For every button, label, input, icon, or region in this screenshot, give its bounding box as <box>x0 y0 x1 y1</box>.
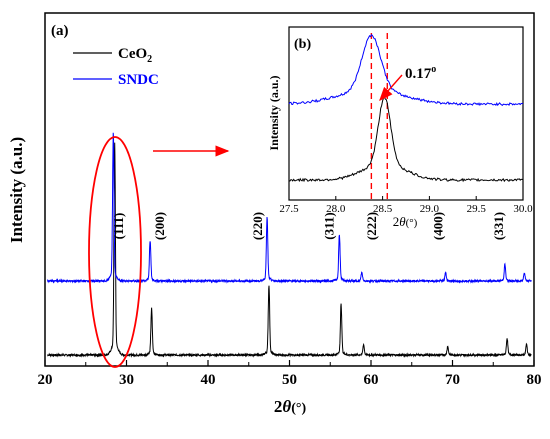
peak-label: (222) <box>364 212 379 240</box>
main-x-axis: 20 30 40 50 60 70 80 <box>38 360 542 388</box>
inset-y-axis-title: Intensity (a.u.) <box>267 75 281 150</box>
peak-label: (111) <box>111 213 126 240</box>
peak-label: (220) <box>250 212 265 240</box>
panel-a-label: (a) <box>51 23 69 39</box>
series-line-sndc <box>46 132 532 284</box>
peak-labels-group: (111) (200) (220) (311) (222) (400) (331) <box>111 212 506 240</box>
inset-x-tick-label: 27.5 <box>279 203 299 215</box>
inset-series-line-sndc <box>288 33 524 107</box>
x-tick-label: 40 <box>201 372 216 388</box>
inset-dashed-lines <box>370 33 388 200</box>
main-y-axis-title: Intensity (a.u.) <box>7 137 26 243</box>
inset-plot-frame <box>288 26 524 201</box>
x-tick-label: 60 <box>364 372 379 388</box>
peak-label: (311) <box>322 212 337 239</box>
legend: CeO2 SNDC <box>73 46 159 88</box>
panel-b-label: (b) <box>294 37 311 52</box>
peak-label: (200) <box>152 212 167 240</box>
x-tick-label: 80 <box>527 372 542 388</box>
highlight-ellipse <box>88 136 142 368</box>
legend-sndc-label: SNDC <box>118 72 159 88</box>
inset-annotation-label: 0.17o <box>405 64 436 82</box>
peak-label: (400) <box>431 212 446 240</box>
inset-series-group <box>288 33 524 183</box>
legend-ceo2-label: CeO2 <box>118 46 152 65</box>
inset-annotation-arrow <box>379 74 403 102</box>
x-tick-label: 70 <box>445 372 460 388</box>
inset-x-tick-label: 29.5 <box>467 203 487 215</box>
series-line-ceo2 <box>47 142 532 358</box>
inset-x-tick-label: 28.0 <box>326 203 346 215</box>
inset-series-line-ceo2 <box>288 96 524 183</box>
main-series-group <box>46 132 532 358</box>
x-tick-label: 50 <box>282 372 297 388</box>
inset-x-tick-label: 28.5 <box>373 203 393 215</box>
x-tick-label: 30 <box>119 372 134 388</box>
peak-label: (331) <box>491 212 506 240</box>
inset-x-axis-title: 2θ(°) <box>393 214 418 229</box>
inset-x-tick-label: 29.0 <box>420 203 440 215</box>
x-tick-label: 20 <box>38 372 53 388</box>
main-x-axis-title: 2θ(°) <box>274 397 307 416</box>
inset-x-tick-label: 30.0 <box>513 203 533 215</box>
inset-x-axis: 27.5 28.0 28.5 29.0 29.5 30.0 <box>279 196 533 215</box>
